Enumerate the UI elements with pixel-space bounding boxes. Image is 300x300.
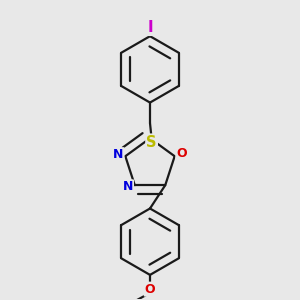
Text: S: S [146,135,157,150]
Text: O: O [176,147,187,160]
Text: N: N [123,180,133,193]
Text: I: I [147,20,153,35]
Text: N: N [113,148,124,161]
Text: O: O [145,283,155,296]
